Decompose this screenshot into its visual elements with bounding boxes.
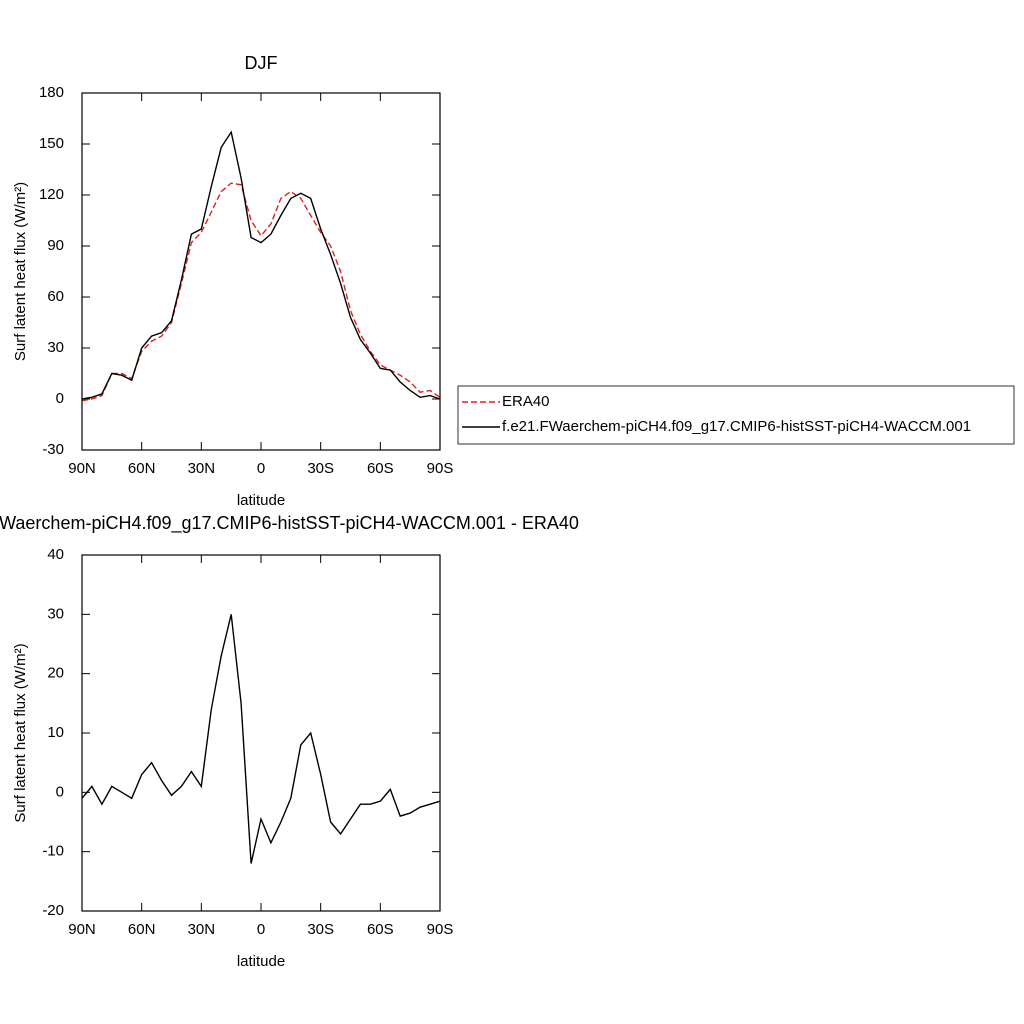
x-tick-label: 60N (128, 460, 156, 477)
y-axis-label: Surf latent heat flux (W/m²) (12, 643, 29, 822)
y-tick-label: 150 (39, 135, 64, 152)
y-tick-label: 10 (47, 724, 64, 741)
x-tick-label: 30N (188, 921, 216, 938)
x-tick-label: 90N (68, 921, 96, 938)
y-tick-label: 120 (39, 186, 64, 203)
x-tick-label: 30S (307, 921, 334, 938)
y-tick-label: -20 (42, 902, 64, 919)
y-tick-label: -10 (42, 843, 64, 860)
x-tick-label: 90N (68, 460, 96, 477)
y-tick-label: 0 (56, 390, 64, 407)
x-tick-label: 30N (188, 460, 216, 477)
y-tick-label: -30 (42, 441, 64, 458)
plot-frame (81, 554, 441, 912)
series-line (81, 130, 441, 400)
x-tick-label: 60N (128, 921, 156, 938)
x-tick-label: 60S (367, 921, 394, 938)
series-line (81, 614, 441, 864)
series-line (81, 182, 441, 402)
y-axis-label: Surf latent heat flux (W/m²) (12, 182, 29, 361)
y-tick-label: 20 (47, 665, 64, 682)
chart-title: f.e21.FWaerchem-piCH4.f09_g17.CMIP6-hist… (0, 513, 579, 534)
plot-frame (81, 92, 441, 451)
x-tick-label: 90S (427, 921, 454, 938)
x-tick-label: 90S (427, 460, 454, 477)
y-tick-label: 180 (39, 84, 64, 101)
y-tick-label: 60 (47, 288, 64, 305)
x-tick-label: 0 (257, 460, 265, 477)
x-tick-label: 0 (257, 921, 265, 938)
legend-label: ERA40 (502, 393, 550, 410)
x-tick-label: 30S (307, 460, 334, 477)
y-tick-label: 90 (47, 237, 64, 254)
chart-title: DJF (245, 53, 278, 73)
y-tick-label: 0 (56, 783, 64, 800)
legend-box (457, 385, 1015, 445)
y-tick-label: 30 (47, 339, 64, 356)
legend-label: f.e21.FWaerchem-piCH4.f09_g17.CMIP6-hist… (502, 418, 971, 435)
x-axis-label: latitude (237, 953, 285, 970)
x-axis-label: latitude (237, 492, 285, 509)
y-tick-label: 30 (47, 605, 64, 622)
x-tick-label: 60S (367, 460, 394, 477)
y-tick-label: 40 (47, 546, 64, 563)
